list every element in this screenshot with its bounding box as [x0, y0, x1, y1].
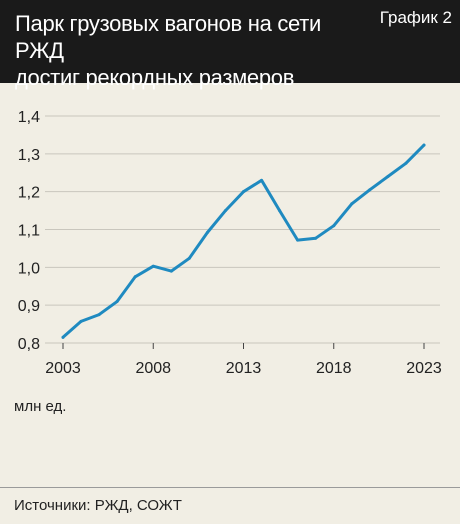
x-tick-label: 2018 — [316, 360, 352, 377]
chart-title-line1: Парк грузовых вагонов на сети РЖД — [15, 11, 322, 63]
y-tick-label: 1,1 — [18, 223, 40, 240]
data-point — [296, 238, 300, 242]
data-point — [332, 224, 336, 228]
y-tick-label: 1,2 — [18, 185, 40, 202]
data-point — [115, 299, 119, 303]
y-tick-label: 1,0 — [18, 260, 40, 277]
data-point — [242, 190, 245, 194]
chart-header: Парк грузовых вагонов на сети РЖД достиг… — [0, 0, 460, 90]
x-tick-label: 2023 — [406, 360, 442, 377]
x-tick-label: 2013 — [226, 360, 262, 377]
x-tick-label: 2008 — [135, 360, 171, 377]
tick-labels: 0,8 0,9 1,0 1,1 1,2 1,3 1,4 2003 2008 2013 2018 202… — [18, 109, 442, 377]
y-tick-label: 0,9 — [18, 298, 40, 315]
data-point — [386, 175, 390, 179]
series-line — [61, 143, 426, 339]
data-point — [223, 209, 227, 213]
y-tick-label: 1,4 — [18, 109, 40, 126]
data-point — [260, 178, 264, 182]
chart-number-label: График 2 — [379, 8, 452, 27]
data-point — [187, 256, 191, 260]
footer-divider — [0, 487, 460, 488]
series-layer — [61, 143, 426, 339]
data-point — [205, 231, 209, 235]
units-label: млн ед. — [14, 398, 67, 415]
data-point — [278, 209, 282, 213]
chart-title: Парк грузовых вагонов на сети РЖД достиг… — [15, 10, 365, 91]
data-point — [151, 264, 155, 268]
data-point — [79, 319, 83, 323]
source-label: Источники: РЖД, СОЖТ — [14, 497, 182, 514]
data-point — [422, 143, 426, 147]
line-chart: 0,8 0,9 1,0 1,1 1,2 1,3 1,4 2003 2008 2013 2018 202… — [18, 109, 442, 377]
data-point — [97, 313, 101, 317]
data-point — [314, 236, 318, 240]
grid-lines — [45, 115, 440, 349]
y-tick-label: 1,3 — [18, 147, 40, 164]
data-point — [368, 188, 372, 192]
data-point — [169, 269, 173, 273]
data-point — [133, 275, 137, 279]
data-point — [350, 202, 354, 206]
chart-title-line2: достиг рекордных размеров — [15, 65, 295, 90]
data-point — [61, 335, 65, 339]
y-tick-label: 0,8 — [18, 336, 40, 353]
x-tick-label: 2003 — [45, 360, 81, 377]
data-point — [404, 161, 408, 165]
